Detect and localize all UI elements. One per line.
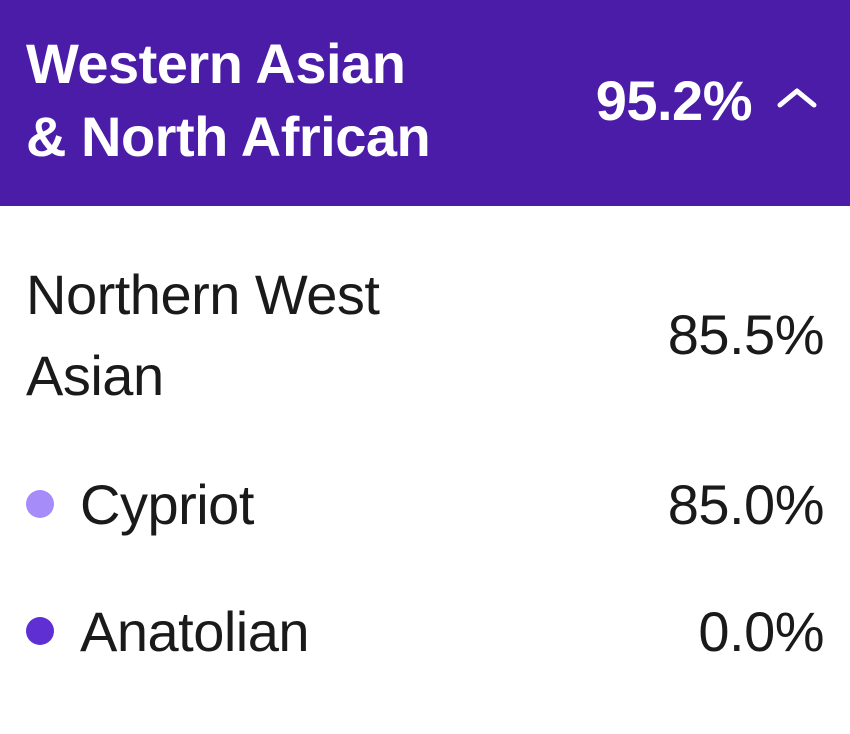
subgroup-label-line1: Northern West [26, 263, 379, 326]
chevron-up-icon [776, 85, 818, 116]
item-label: Cypriot [80, 472, 254, 537]
item-percent: 85.0% [668, 472, 824, 537]
ancestry-dot-icon [26, 617, 54, 645]
group-title-line2: & North African [26, 105, 430, 168]
subgroup-percent: 85.5% [668, 302, 824, 367]
group-title-line1: Western Asian [26, 32, 405, 95]
ancestry-dot-icon [26, 490, 54, 518]
item-label: Anatolian [80, 599, 309, 664]
subgroup-label-line2: Asian [26, 344, 164, 407]
subgroup-row[interactable]: Northern West Asian 85.5% [26, 254, 824, 416]
group-title: Western Asian & North African [26, 28, 430, 174]
ancestry-group-header[interactable]: Western Asian & North African 95.2% [0, 0, 850, 206]
ancestry-content: Northern West Asian 85.5% Cypriot 85.0% … [0, 206, 850, 664]
subgroup-label: Northern West Asian [26, 254, 379, 416]
item-left: Cypriot [26, 472, 254, 537]
item-percent: 0.0% [698, 599, 824, 664]
ancestry-item-row[interactable]: Anatolian 0.0% [26, 599, 824, 664]
item-left: Anatolian [26, 599, 309, 664]
group-header-right: 95.2% [596, 68, 818, 133]
group-percent: 95.2% [596, 68, 752, 133]
ancestry-item-row[interactable]: Cypriot 85.0% [26, 472, 824, 537]
